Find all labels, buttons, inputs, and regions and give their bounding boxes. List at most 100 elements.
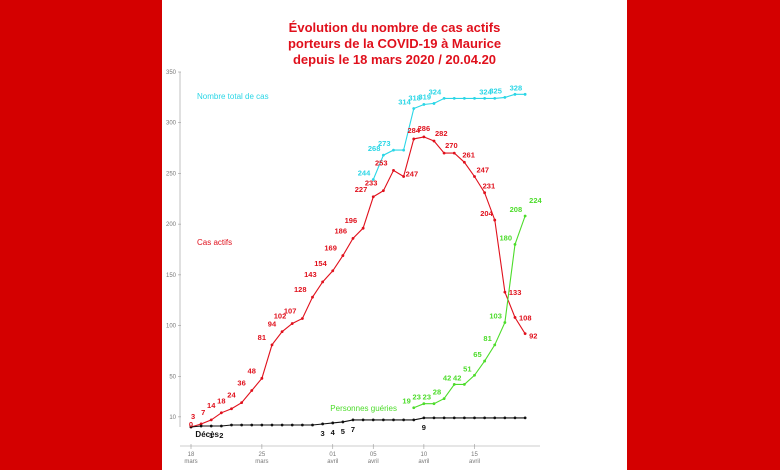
x-tick-month-label: avril [418, 459, 429, 465]
series-point-deaths [250, 423, 254, 427]
series-point-recovered [493, 343, 497, 347]
series-point-deaths [351, 418, 355, 422]
series-point-active [503, 290, 507, 294]
series-line-recovered [413, 215, 526, 409]
series-point-active [452, 151, 456, 155]
series-point-active [240, 401, 244, 405]
series-point-total [452, 96, 456, 100]
series-point-deaths [392, 418, 395, 422]
series-point-deaths [219, 424, 223, 428]
series-point-recovered [503, 321, 507, 324]
series-point-deaths [270, 423, 274, 427]
series-point-active [219, 411, 223, 415]
series-point-total [392, 148, 395, 152]
data-label-active: 24 [227, 391, 236, 400]
data-label-deaths: 4 [331, 428, 336, 437]
series-name-deaths: Décès [195, 430, 219, 439]
data-label-active: 7 [201, 408, 205, 417]
series-point-deaths [280, 423, 284, 427]
data-label-active: 227 [355, 185, 368, 194]
data-label-active: 92 [529, 332, 537, 341]
y-tick-label: 100 [166, 324, 177, 330]
data-label-recovered: 51 [463, 364, 471, 373]
series-point-active [199, 422, 203, 426]
data-label-active: 128 [294, 285, 307, 294]
series-point-active [432, 139, 436, 143]
data-label-recovered: 23 [423, 393, 431, 402]
series-point-active [209, 418, 213, 422]
data-label-active: 204 [480, 209, 493, 218]
y-tick-label: 300 [166, 121, 177, 127]
series-point-recovered [483, 359, 487, 363]
series-point-deaths [189, 425, 193, 429]
data-label-active: 143 [304, 270, 317, 279]
series-point-active [260, 376, 264, 380]
data-label-active: 169 [324, 244, 337, 253]
series-point-active [462, 160, 466, 164]
series-point-deaths [371, 418, 375, 422]
data-label-recovered: 42 [443, 373, 451, 382]
x-tick-month-label: avril [469, 459, 480, 465]
x-tick-day-label: 25 [259, 452, 266, 458]
series-point-recovered [452, 383, 456, 386]
data-label-active: 107 [284, 306, 297, 315]
data-label-active: 233 [365, 179, 378, 188]
series-point-deaths [432, 416, 436, 420]
series-point-active [351, 236, 355, 240]
series-point-total [483, 96, 487, 100]
series-point-total [381, 153, 385, 157]
data-label-recovered: 23 [413, 393, 421, 402]
data-label-recovered: 28 [433, 388, 441, 397]
series-point-recovered [422, 402, 426, 406]
series-point-recovered [513, 243, 517, 246]
series-point-recovered [432, 402, 436, 406]
series-point-deaths [513, 416, 517, 420]
data-label-active: 284 [407, 126, 420, 135]
x-tick-month-label: avril [368, 459, 379, 465]
data-label-total: 325 [489, 86, 502, 95]
data-label-active: 36 [237, 378, 245, 387]
data-label-active: 102 [274, 312, 287, 321]
data-label-active: 282 [435, 129, 448, 138]
series-point-active [442, 151, 446, 155]
series-point-recovered [412, 406, 416, 410]
series-point-total [412, 107, 416, 110]
series-point-total [402, 148, 406, 152]
data-label-active: 108 [519, 313, 532, 322]
series-point-active [290, 322, 294, 325]
x-tick-day-label: 18 [188, 452, 195, 458]
data-label-recovered: 180 [499, 233, 512, 242]
data-label-active: 154 [314, 259, 327, 268]
series-point-total [493, 96, 497, 100]
data-label-deaths: 9 [422, 423, 426, 432]
y-tick-label: 50 [169, 374, 176, 380]
x-tick-month-label: avril [327, 459, 338, 465]
series-point-deaths [493, 416, 497, 420]
series-point-deaths [523, 416, 527, 420]
data-label-active: 270 [445, 141, 458, 150]
series-point-active [412, 137, 416, 141]
y-tick-label: 10 [169, 415, 176, 421]
data-label-active: 0 [189, 420, 193, 429]
series-point-recovered [442, 397, 446, 400]
series-point-active [230, 407, 233, 411]
data-label-active: 133 [509, 288, 522, 297]
series-point-active [341, 254, 345, 257]
data-label-active: 247 [477, 165, 490, 174]
data-label-deaths: 7 [351, 425, 355, 434]
data-label-active: 247 [406, 169, 419, 178]
data-label-recovered: 65 [473, 350, 481, 359]
series-point-deaths [361, 418, 365, 422]
series-point-deaths [290, 423, 294, 427]
series-point-total [513, 92, 517, 96]
data-label-active: 186 [334, 226, 347, 235]
data-label-recovered: 19 [402, 397, 410, 406]
data-label-deaths: 3 [321, 429, 325, 438]
data-label-active: 253 [375, 158, 388, 167]
data-label-total: 328 [510, 83, 523, 92]
chart-title-line-3: depuis le 18 mars 2020 / 20.04.20 [292, 52, 497, 67]
series-point-total [432, 102, 436, 105]
series-point-active [371, 195, 375, 199]
chart-series [189, 92, 527, 429]
